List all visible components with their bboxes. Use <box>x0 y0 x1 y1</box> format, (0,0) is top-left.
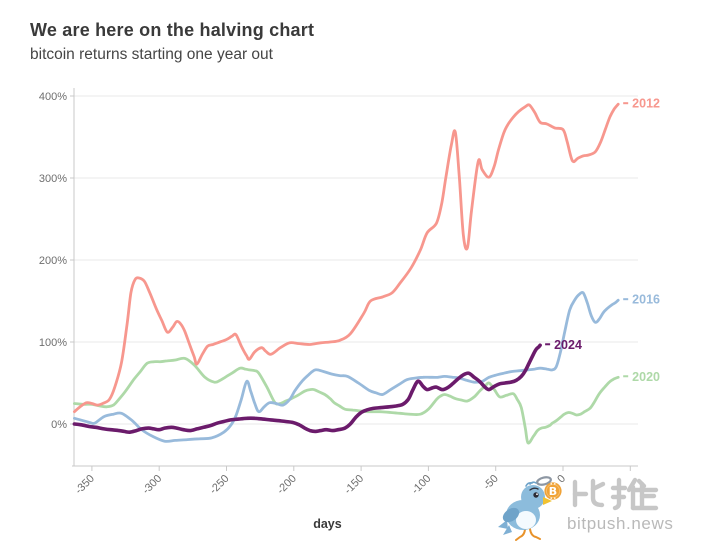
svg-text:200%: 200% <box>39 255 67 267</box>
bitcoin-coin-icon: B <box>544 482 562 500</box>
svg-text:days: days <box>313 517 342 531</box>
svg-text:300%: 300% <box>39 173 67 185</box>
line-2024 <box>72 343 542 435</box>
svg-text:-350: -350 <box>73 473 97 497</box>
eye-icon <box>533 492 539 498</box>
year-label-2020: 2020 <box>632 370 660 384</box>
year-label-2012: 2012 <box>632 97 660 111</box>
svg-text:-200: -200 <box>275 473 299 497</box>
svg-text:B: B <box>549 485 557 498</box>
svg-text:-150: -150 <box>342 473 366 497</box>
chart-subtitle: bitcoin returns starting one year out <box>30 46 273 63</box>
beak-icon <box>543 497 552 505</box>
line-2020 <box>73 356 620 445</box>
svg-text:-100: -100 <box>409 473 433 497</box>
x-axis-title: days <box>313 517 342 531</box>
bitpush-logo-chinese <box>572 477 659 511</box>
series-lines <box>72 102 620 445</box>
line-2016 <box>73 290 620 443</box>
line-2012 <box>73 102 620 414</box>
twitter-bird-icon: B <box>498 476 562 541</box>
svg-text:100%: 100% <box>39 337 67 349</box>
gridlines <box>74 95 638 425</box>
svg-text:0%: 0% <box>51 419 67 431</box>
svg-text:400%: 400% <box>39 91 67 103</box>
chart-title: We are here on the halving chart <box>30 20 315 40</box>
svg-text:-250: -250 <box>208 473 232 497</box>
year-label-2024: 2024 <box>554 338 582 352</box>
y-axis-ticks: 0% 100% 200% 300% 400% <box>39 91 74 431</box>
bitpush-logo: B bit <box>497 470 702 550</box>
bitpush-logo-site: bitpush.news <box>567 514 674 533</box>
year-label-2016: 2016 <box>632 293 660 307</box>
svg-text:-300: -300 <box>140 473 164 497</box>
halo-icon <box>536 476 552 486</box>
series-year-labels: 2020 2016 2012 2024 <box>545 97 660 384</box>
